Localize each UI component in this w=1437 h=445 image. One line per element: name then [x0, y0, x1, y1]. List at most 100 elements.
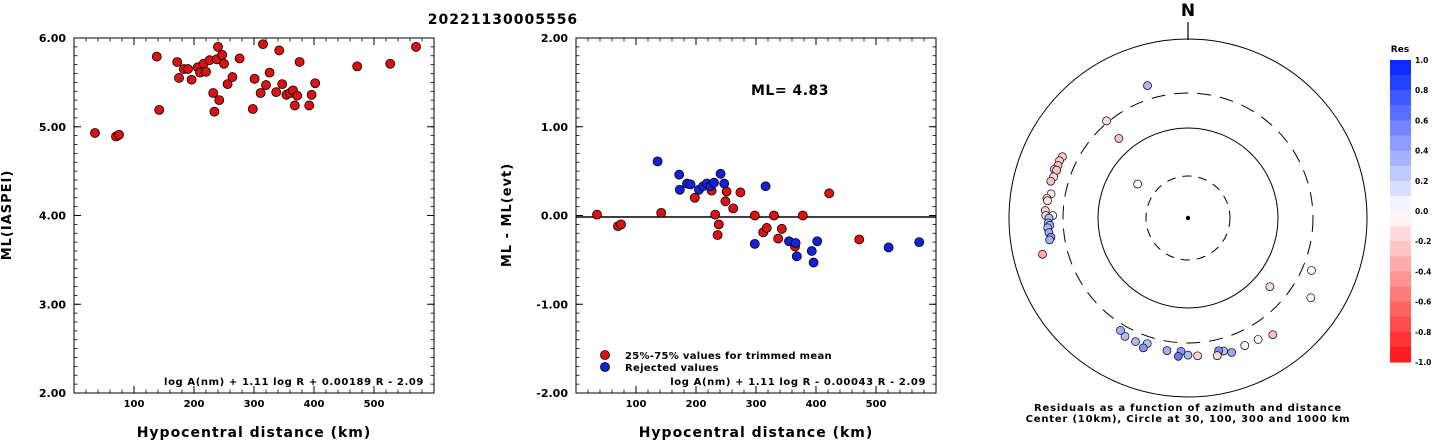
ring-100km — [1097, 127, 1279, 309]
y-tick-label: -1.00 — [536, 298, 568, 311]
data-point — [151, 51, 162, 62]
x-axis-label: Hypocentral distance (km) — [639, 425, 874, 441]
data-point — [728, 203, 739, 214]
station-point — [1173, 351, 1183, 361]
data-points — [592, 156, 925, 268]
colorbar-cell — [1390, 60, 1411, 76]
data-point — [261, 80, 271, 90]
station-point — [1268, 330, 1278, 340]
colorbar-tick-label: 0.2 — [1415, 177, 1428, 186]
legend-label-trimmed: 25%-75% values for trimmed mean — [625, 351, 832, 362]
data-point — [749, 210, 760, 221]
data-point — [292, 90, 303, 101]
colorbar-cell — [1390, 135, 1411, 152]
data-points — [90, 39, 421, 142]
data-point — [174, 73, 184, 83]
station-point — [1102, 116, 1111, 126]
station-point — [1240, 341, 1250, 350]
legend: 25%-75% values for trimmed mean Rejected… — [600, 350, 832, 374]
data-point — [219, 58, 229, 69]
ring-30km — [1145, 175, 1231, 261]
station-point — [1227, 348, 1237, 357]
ring-outer — [1008, 38, 1368, 398]
data-point — [310, 78, 321, 89]
data-point — [114, 129, 124, 140]
data-point — [791, 251, 802, 262]
data-point — [258, 39, 268, 50]
x-tick-label: 300 — [746, 399, 767, 410]
station-point — [1038, 249, 1047, 259]
colorbar-cell — [1390, 301, 1411, 318]
data-point — [271, 87, 282, 98]
data-point — [760, 181, 771, 192]
data-point — [674, 169, 685, 180]
y-tick-label: 0.00 — [541, 210, 568, 223]
colorbar-tick-label: 0.4 — [1415, 147, 1428, 156]
data-point — [592, 209, 602, 220]
data-point — [685, 179, 696, 190]
figure-title: 20221130005556 — [428, 12, 578, 28]
colorbar-ticks: 1.0 0.8 0.6 0.4 0.2 0.0 -0.2 -0.4 -0.6 -0.8 -1.0 — [1415, 56, 1431, 367]
data-point — [234, 53, 245, 64]
y-tick-label: 4.00 — [39, 210, 66, 223]
y-axis-label: ML - ML(evt) — [500, 163, 515, 267]
colorbar-cell — [1390, 120, 1411, 136]
data-point — [713, 219, 724, 230]
data-point — [710, 209, 721, 220]
station-point — [1307, 266, 1316, 275]
x-axis-label: Hypocentral distance (km) — [137, 425, 372, 441]
formula-text: log A(nm) + 1.11 log R - 0.00043 R - 2.0… — [670, 377, 926, 388]
data-point — [249, 73, 260, 84]
station-point — [1116, 326, 1125, 335]
colorbar-cell — [1390, 75, 1411, 91]
x-tick-label: 400 — [304, 399, 325, 410]
x-tick-label: 500 — [866, 399, 887, 410]
station-point — [1043, 196, 1052, 206]
station-point — [1138, 343, 1148, 353]
residual-colorbar: Res 1.0 0.8 0.6 0.4 0.2 0.0 -0.2 -0.4 -0.6 -0.8 -1… — [1390, 45, 1431, 367]
data-point — [214, 95, 225, 106]
ml-distance-panel: 100 200 300 400 500 2.00 3.00 4.00 5.00 6.00 ML(I… — [0, 32, 435, 441]
data-point — [306, 89, 317, 100]
data-point — [709, 177, 719, 188]
data-point — [154, 104, 165, 115]
colorbar-cell — [1390, 150, 1411, 167]
data-point — [812, 236, 823, 247]
station-point — [1253, 335, 1263, 344]
azimuth-residual-panel: N Residuals as a function of azimuth and… — [1008, 1, 1368, 425]
colorbar-tick-label: -0.2 — [1415, 237, 1431, 246]
formula-text: log A(nm) + 1.11 log R + 0.00189 R - 2.0… — [164, 377, 424, 388]
data-point — [222, 79, 233, 90]
data-point — [656, 207, 667, 218]
station-point — [1131, 337, 1140, 346]
y-axis-label: ML(IASPEI) — [0, 170, 15, 261]
data-point — [264, 67, 275, 78]
y-tick-label: 6.00 — [39, 32, 66, 45]
data-point — [274, 45, 285, 56]
colorbar-cell — [1390, 331, 1411, 348]
data-point — [352, 61, 363, 72]
station-point — [1114, 134, 1124, 143]
data-point — [213, 41, 223, 52]
colorbar-cell — [1390, 105, 1411, 121]
legend-marker-trimmed — [600, 350, 610, 360]
y-tick-label: 5.00 — [39, 121, 66, 134]
station-point — [1162, 346, 1172, 355]
data-point — [183, 64, 193, 74]
data-point — [304, 100, 315, 111]
colorbar-cell — [1390, 226, 1411, 242]
station-point — [1133, 179, 1142, 189]
plot-frame — [73, 37, 435, 394]
colorbar-title: Res — [1391, 45, 1409, 55]
caption-line-1: Residuals as a function of azimuth and d… — [1034, 403, 1342, 414]
y-tick-label: 3.00 — [39, 298, 66, 311]
station-point — [1045, 235, 1054, 245]
data-point — [689, 192, 700, 203]
data-point — [712, 230, 723, 240]
station-point — [1183, 350, 1193, 360]
tick-group: 100 200 300 400 500 2.00 3.00 4.00 5.00 6.00 — [39, 32, 435, 410]
x-tick-label: 100 — [626, 399, 647, 410]
data-point — [616, 219, 626, 230]
data-point — [735, 187, 746, 198]
caption-line-2: Center (10km), Circle at 30, 100, 300 an… — [1026, 414, 1351, 425]
